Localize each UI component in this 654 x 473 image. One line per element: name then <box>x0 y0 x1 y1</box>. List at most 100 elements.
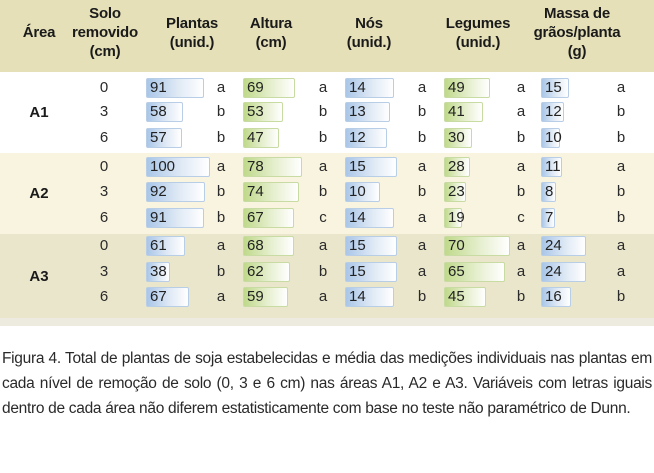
header-legumes: Legumes (unid.) <box>438 14 518 52</box>
nos-value: 14 <box>345 78 366 98</box>
massa-value: 11 <box>541 157 561 177</box>
nos-significance-letter: a <box>415 157 429 177</box>
plantas-significance-letter: b <box>214 208 228 228</box>
legumes-value: 28 <box>444 157 465 177</box>
legumes-value: 49 <box>444 78 465 98</box>
legumes-significance-letter: a <box>514 102 528 122</box>
solo-value: 0 <box>89 79 119 96</box>
plantas-significance-letter: a <box>214 236 228 256</box>
header-area: Área <box>14 23 64 42</box>
plantas-significance-letter: b <box>214 102 228 122</box>
massa-value: 8 <box>541 182 553 202</box>
header-nos-line2: (unid.) <box>334 33 404 52</box>
altura-value: 53 <box>243 102 264 122</box>
legumes-significance-letter: b <box>514 128 528 148</box>
header-plantas-line1: Plantas <box>146 14 238 33</box>
massa-significance-letter: b <box>614 182 628 202</box>
legumes-value: 65 <box>444 262 465 282</box>
solo-value: 0 <box>89 237 119 254</box>
plantas-significance-letter: a <box>214 78 228 98</box>
header-nos-line1: Nós <box>334 14 404 33</box>
plantas-value: 67 <box>146 287 167 307</box>
nos-value: 14 <box>345 208 366 228</box>
nos-value: 10 <box>345 182 366 202</box>
solo-value: 3 <box>89 183 119 200</box>
legumes-significance-letter: a <box>514 157 528 177</box>
legumes-value: 23 <box>444 182 465 202</box>
header-solo-line1: Solo <box>68 4 142 23</box>
header-massa-line2: grãos/planta <box>528 23 626 42</box>
legumes-significance-letter: a <box>514 78 528 98</box>
header-altura-line1: Altura <box>236 14 306 33</box>
header-solo-line2: removido <box>68 23 142 42</box>
area-label-a3: A3 <box>14 268 64 285</box>
nos-value: 15 <box>345 236 366 256</box>
massa-value: 7 <box>541 208 553 228</box>
nos-value: 15 <box>345 157 366 177</box>
nos-significance-letter: a <box>415 78 429 98</box>
massa-value: 10 <box>541 128 562 148</box>
plantas-value: 58 <box>146 102 167 122</box>
massa-significance-letter: a <box>614 78 628 98</box>
figure-caption: Figura 4. Total de plantas de soja estab… <box>2 346 652 421</box>
header-solo-line3: (cm) <box>68 42 142 61</box>
altura-value: 68 <box>243 236 264 256</box>
massa-value: 16 <box>541 287 562 307</box>
header-legumes-line2: (unid.) <box>438 33 518 52</box>
plantas-value: 57 <box>146 128 167 148</box>
altura-value: 69 <box>243 78 264 98</box>
altura-value: 59 <box>243 287 264 307</box>
solo-value: 3 <box>89 263 119 280</box>
plantas-value: 61 <box>146 236 167 256</box>
header-plantas: Plantas (unid.) <box>146 14 238 52</box>
altura-significance-letter: b <box>316 182 330 202</box>
header-massa: Massa de grãos/planta (g) <box>528 4 626 61</box>
solo-value: 6 <box>89 209 119 226</box>
header-solo: Solo removido (cm) <box>68 4 142 61</box>
plantas-value: 100 <box>146 157 175 177</box>
altura-significance-letter: a <box>316 157 330 177</box>
nos-significance-letter: a <box>415 236 429 256</box>
legumes-significance-letter: c <box>514 208 528 228</box>
header-plantas-line2: (unid.) <box>146 33 238 52</box>
massa-significance-letter: a <box>614 236 628 256</box>
plantas-value: 91 <box>146 78 167 98</box>
legumes-significance-letter: b <box>514 287 528 307</box>
altura-value: 74 <box>243 182 264 202</box>
area-label-a1: A1 <box>14 104 64 121</box>
solo-value: 6 <box>89 288 119 305</box>
header-altura-line2: (cm) <box>236 33 306 52</box>
nos-value: 15 <box>345 262 366 282</box>
altura-significance-letter: a <box>316 287 330 307</box>
legumes-significance-letter: a <box>514 236 528 256</box>
header-massa-line1: Massa de <box>528 4 626 23</box>
area-label-a2: A2 <box>14 185 64 202</box>
plantas-significance-letter: b <box>214 182 228 202</box>
altura-significance-letter: a <box>316 78 330 98</box>
header-area-label: Área <box>23 24 56 41</box>
altura-value: 67 <box>243 208 264 228</box>
plantas-significance-letter: a <box>214 157 228 177</box>
massa-value: 15 <box>541 78 562 98</box>
plantas-value: 92 <box>146 182 167 202</box>
nos-significance-letter: a <box>415 262 429 282</box>
legumes-significance-letter: a <box>514 262 528 282</box>
nos-value: 14 <box>345 287 366 307</box>
solo-value: 0 <box>89 158 119 175</box>
header-nos: Nós (unid.) <box>334 14 404 52</box>
massa-significance-letter: a <box>614 262 628 282</box>
results-table: Área Solo removido (cm) Plantas (unid.) … <box>0 0 654 326</box>
altura-value: 78 <box>243 157 264 177</box>
legumes-significance-letter: b <box>514 182 528 202</box>
nos-value: 13 <box>345 102 366 122</box>
massa-value: 12 <box>541 102 562 122</box>
nos-significance-letter: b <box>415 287 429 307</box>
plantas-significance-letter: b <box>214 262 228 282</box>
legumes-value: 41 <box>444 102 465 122</box>
altura-value: 47 <box>243 128 264 148</box>
nos-value: 12 <box>345 128 366 148</box>
nos-significance-letter: b <box>415 182 429 202</box>
massa-significance-letter: b <box>614 208 628 228</box>
legumes-value: 70 <box>444 236 465 256</box>
altura-significance-letter: b <box>316 128 330 148</box>
